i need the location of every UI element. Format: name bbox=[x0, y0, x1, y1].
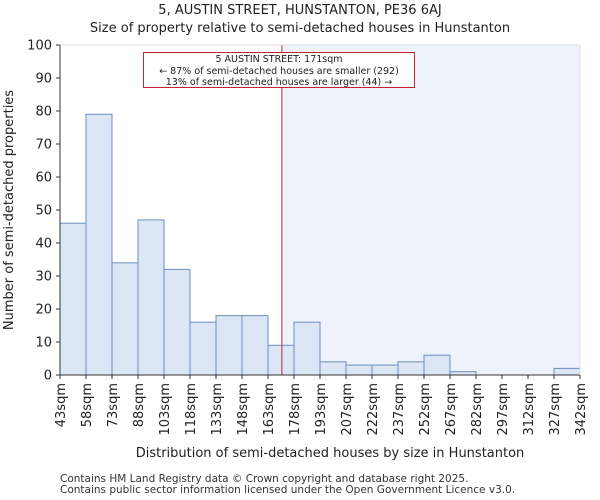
annotation-line-1: 5 AUSTIN STREET: 171sqm bbox=[215, 54, 343, 65]
annotation-box: 5 AUSTIN STREET: 171sqm ← 87% of semi-de… bbox=[143, 52, 415, 88]
x-tick-label: 252sqm bbox=[418, 383, 433, 436]
x-tick-label: 237sqm bbox=[392, 383, 407, 436]
y-tick-label: 30 bbox=[35, 270, 52, 285]
x-tick-label: 58sqm bbox=[80, 383, 95, 427]
bar bbox=[319, 361, 347, 376]
y-tick-label: 40 bbox=[35, 237, 52, 252]
y-tick-label: 10 bbox=[35, 336, 52, 351]
footer-licence: Contains public sector information licen… bbox=[60, 484, 516, 496]
footer-copyright: Contains HM Land Registry data © Crown c… bbox=[60, 473, 469, 485]
x-tick-label: 267sqm bbox=[444, 383, 459, 436]
bar bbox=[59, 222, 87, 376]
annotation-line-2: ← 87% of semi-detached houses are smalle… bbox=[159, 65, 399, 77]
x-tick-label: 103sqm bbox=[158, 383, 173, 436]
x-tick-label: 312sqm bbox=[522, 383, 537, 436]
y-tick-label: 90 bbox=[35, 72, 52, 87]
bar bbox=[241, 315, 269, 376]
y-axis-title: Number of semi-detached properties bbox=[2, 90, 17, 330]
annotation-line-3: 13% of semi-detached houses are larger (… bbox=[165, 77, 393, 88]
y-tick-label: 20 bbox=[35, 303, 52, 318]
bar bbox=[267, 344, 295, 376]
bar bbox=[397, 361, 425, 376]
bar bbox=[215, 315, 243, 376]
bar bbox=[137, 219, 165, 376]
x-tick-label: 178sqm bbox=[288, 383, 303, 436]
x-tick-label: 193sqm bbox=[314, 383, 329, 436]
x-tick-label: 222sqm bbox=[366, 383, 381, 436]
y-tick-label: 50 bbox=[35, 204, 52, 219]
x-tick-label: 118sqm bbox=[184, 383, 199, 436]
y-tick-label: 70 bbox=[35, 138, 52, 153]
larger-region bbox=[281, 45, 580, 375]
bar bbox=[553, 367, 581, 376]
x-tick-label: 163sqm bbox=[262, 383, 277, 436]
bar bbox=[85, 113, 113, 376]
y-tick-label: 60 bbox=[35, 171, 52, 186]
bar bbox=[293, 321, 321, 376]
y-tick-label: 80 bbox=[35, 105, 52, 120]
bar bbox=[371, 364, 399, 376]
x-tick-label: 282sqm bbox=[470, 383, 485, 436]
x-tick-label: 327sqm bbox=[548, 383, 563, 436]
bar bbox=[189, 321, 217, 376]
chart-title: 5, AUSTIN STREET, HUNSTANTON, PE36 6AJ bbox=[158, 3, 442, 18]
x-tick-label: 133sqm bbox=[210, 383, 225, 436]
x-tick-label: 342sqm bbox=[574, 383, 589, 436]
x-tick-label: 148sqm bbox=[236, 383, 251, 436]
x-tick-label: 297sqm bbox=[496, 383, 511, 436]
bar bbox=[111, 262, 139, 376]
x-tick-label: 43sqm bbox=[54, 383, 69, 427]
bar bbox=[345, 364, 373, 376]
x-tick-label: 207sqm bbox=[340, 383, 355, 436]
bar bbox=[163, 268, 191, 376]
chart-subtitle: Size of property relative to semi-detach… bbox=[89, 21, 511, 36]
x-tick-label: 73sqm bbox=[106, 383, 121, 427]
y-tick-label: 0 bbox=[44, 369, 52, 384]
y-tick-label: 100 bbox=[27, 39, 52, 54]
x-tick-label: 88sqm bbox=[132, 383, 147, 427]
bar bbox=[423, 354, 451, 376]
x-axis-title: Distribution of semi-detached houses by … bbox=[136, 446, 525, 461]
